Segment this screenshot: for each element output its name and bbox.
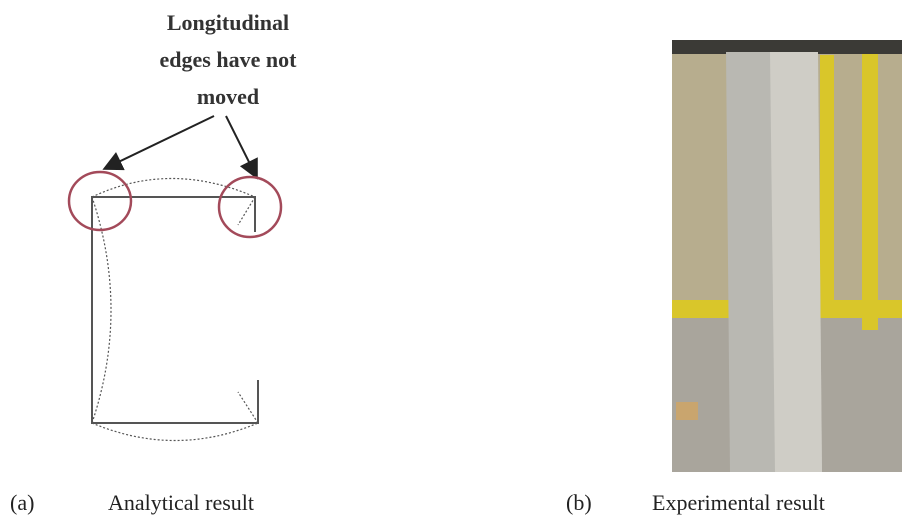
experimental-photo	[672, 40, 902, 472]
caption-text: Analytical result	[108, 490, 254, 515]
arrow	[226, 116, 256, 176]
highlight	[69, 172, 131, 230]
annotation: Longitudinal edges have not moved	[106, 10, 297, 176]
annotation-line: Longitudinal	[167, 10, 289, 35]
caption-text: Experimental result	[652, 490, 825, 515]
caption-label: (a)	[10, 490, 34, 515]
analytical-diagram	[69, 172, 281, 441]
figure: Longitudinal edges have not moved (a) An…	[0, 0, 902, 523]
highlight	[219, 177, 281, 237]
platen	[672, 40, 902, 54]
column-face	[770, 52, 822, 472]
annotation-line: edges have not	[160, 47, 298, 72]
deformed-shape	[92, 179, 258, 441]
captions: (a) Analytical result (b) Experimental r…	[10, 490, 825, 515]
annotation-line: moved	[197, 84, 259, 109]
caption-label: (b)	[566, 490, 592, 515]
page: Longitudinal edges have not moved (a) An…	[0, 0, 902, 523]
block	[676, 402, 698, 420]
arrow	[106, 116, 214, 168]
frame	[820, 55, 834, 315]
frame	[862, 40, 878, 330]
